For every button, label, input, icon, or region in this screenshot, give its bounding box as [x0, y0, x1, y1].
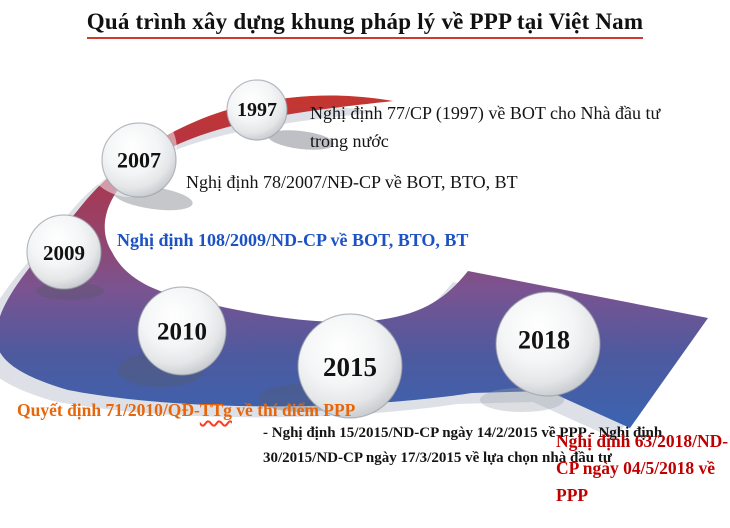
- annotation-2018-line4: PPP: [556, 485, 589, 506]
- sphere-2009: [26, 214, 102, 290]
- annotation-2010-line1: Quyết định 71/2010/QĐ-TTg: [17, 400, 232, 420]
- annotation-2015-line3: - Nghị định 30/2015/ND-CP ngày: [263, 425, 663, 466]
- annotation-2015: - Nghị định 15/2015/ND-CP ngày 14/2/2015…: [263, 421, 730, 471]
- annotation-2009: Nghị định 108/2009/ND-CP về BOT, BTO, BT: [117, 230, 469, 250]
- sphere-2015: [297, 313, 403, 419]
- timeline-node-2010: 2010: [137, 286, 227, 376]
- annotation-2018-line2: 63/2018/ND-CP: [556, 431, 729, 479]
- year-label-1997: 1997: [237, 99, 277, 121]
- sphere-1997: [226, 79, 288, 141]
- misspelling-squiggle: TTg: [199, 400, 232, 420]
- annotation-2015-line2: 14/2/2015 về PPP: [476, 425, 586, 441]
- sphere-2007: [101, 122, 177, 198]
- annotation-1997: Nghị định 77/CP (1997) về BOT cho Nhà đầ…: [310, 103, 661, 151]
- annotation-2015-line1: - Nghị định 15/2015/ND-CP ngày: [263, 425, 474, 441]
- year-label-2018: 2018: [518, 326, 570, 355]
- annotation-2010-line2: về thí điểm PPP: [236, 400, 356, 420]
- year-label-2010: 2010: [157, 319, 207, 346]
- timeline-node-2007: 2007: [101, 122, 177, 198]
- annotation-2007: Nghị định 78/2007/NĐ-CP về BOT, BTO, BT: [186, 172, 518, 192]
- timeline-node-2015: 2015: [297, 313, 403, 419]
- timeline-node-2009: 2009: [26, 214, 102, 290]
- year-label-2009: 2009: [43, 241, 85, 265]
- annotation-2018-line3: ngày 04/5/2018 về: [582, 458, 715, 479]
- annotation-2018: Nghị định 63/2018/ND-CP ngày 04/5/2018 v…: [556, 428, 730, 509]
- sphere-2010: [137, 286, 227, 376]
- annotation-2010-line1-text: Quyết định 71/2010/QĐ-: [17, 400, 200, 420]
- year-label-2015: 2015: [323, 352, 377, 382]
- sphere-shadow-1997: [268, 130, 334, 150]
- sphere-2018: [495, 291, 601, 397]
- page-title: Quá trình xây dựng khung pháp lý về PPP …: [86, 9, 644, 39]
- title-container: Quá trình xây dựng khung pháp lý về PPP …: [0, 9, 730, 39]
- timeline-node-1997: 1997: [226, 79, 288, 141]
- annotation-2018-line1: Nghị định: [556, 431, 631, 451]
- timeline-node-2018: 2018: [495, 291, 601, 397]
- year-label-2007: 2007: [117, 148, 161, 173]
- annotation-2010: Quyết định 71/2010/QĐ-TTg về thí điểm PP…: [17, 398, 355, 423]
- annotation-2015-line4: 17/3/2015 về lựa chọn nhà đầu tư: [400, 449, 612, 466]
